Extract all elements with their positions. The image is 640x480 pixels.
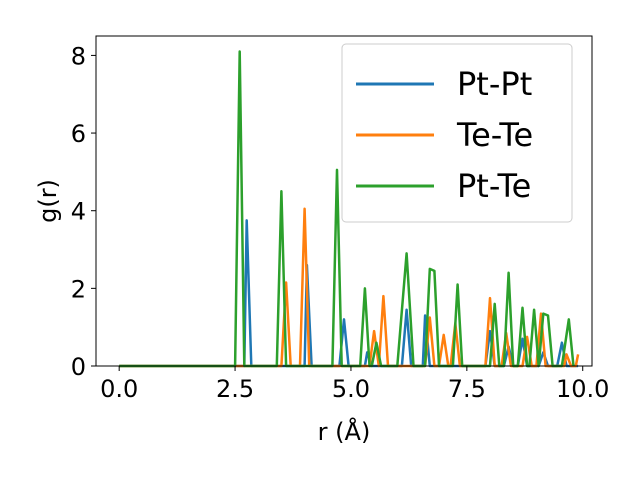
y-axis: 0 2 4 6 8 [71, 42, 96, 381]
legend-label-te-te: Te-Te [456, 116, 533, 154]
y-tick-label: 2 [71, 275, 86, 303]
x-tick-label: 10.0 [556, 375, 609, 403]
y-tick-label: 6 [71, 120, 86, 148]
legend-box [341, 43, 573, 223]
y-tick-label: 4 [71, 198, 86, 226]
x-axis-label: r (Å) [318, 417, 371, 446]
plot-frame [95, 35, 593, 367]
legend-label-pt-pt: Pt-Pt [457, 65, 532, 103]
x-tick-label: 5.0 [332, 375, 370, 403]
x-axis: 0.0 2.5 5.0 7.5 10.0 [100, 366, 609, 403]
x-tick-label: 2.5 [216, 375, 254, 403]
series-line-pt-te [119, 50, 575, 368]
y-tick-label: 8 [71, 42, 86, 70]
legend-label-pt-te: Pt-Te [457, 167, 531, 205]
y-axis-label: g(r) [34, 179, 62, 223]
y-tick-label: 0 [71, 353, 86, 381]
x-tick-label: 7.5 [448, 375, 486, 403]
legend: Pt-Pt Te-Te Pt-Te [341, 43, 573, 223]
x-tick-label: 0.0 [100, 375, 138, 403]
